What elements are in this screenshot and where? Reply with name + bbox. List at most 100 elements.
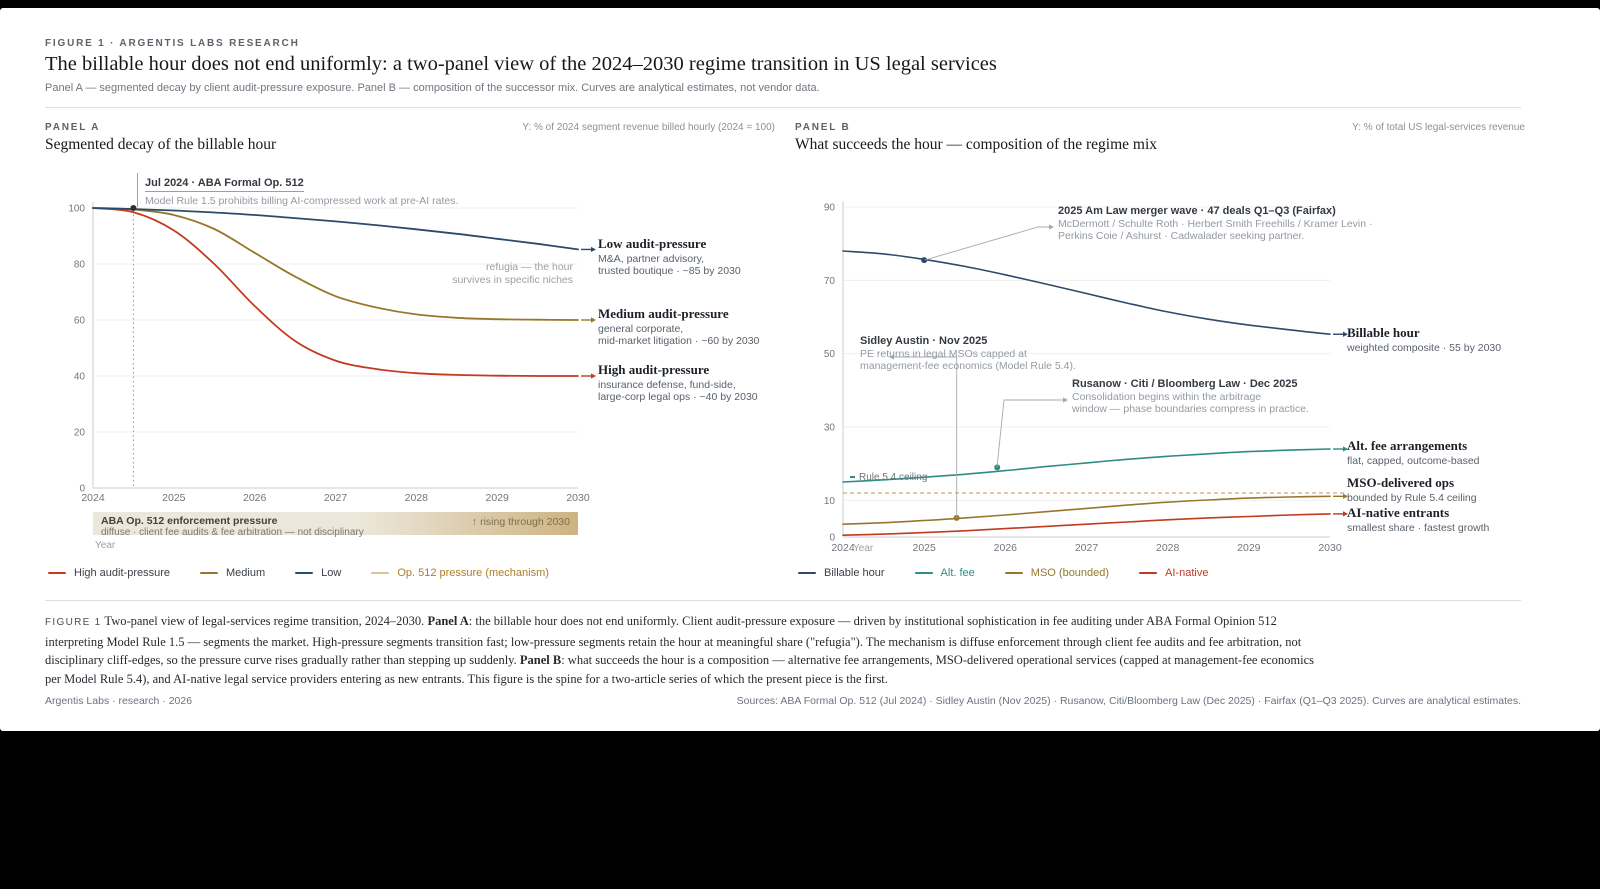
panel-a-y-axis-note: Y: % of 2024 segment revenue billed hour… <box>522 122 775 133</box>
panel-b-y-axis-note: Y: % of total US legal-services revenue <box>1352 122 1525 133</box>
pressure-band: ABA Op. 512 enforcement pressure diffuse… <box>93 512 578 538</box>
sidley-annotation: Sidley Austin · Nov 2025 PE returns in l… <box>860 335 1076 372</box>
x-tick-label: 2024 <box>81 492 105 504</box>
rusanow-leader <box>996 399 1063 468</box>
x-tick-label: 2029 <box>485 492 509 504</box>
legend-item: High audit-pressure <box>48 567 170 579</box>
y-tick-label: 80 <box>74 260 86 271</box>
legend-swatch <box>200 571 218 575</box>
ceiling-marker <box>850 476 855 478</box>
y-tick-label: 90 <box>824 203 836 214</box>
event-body: Model Rule 1.5 prohibits billing AI-comp… <box>145 195 459 207</box>
legend-item: Low <box>295 567 341 579</box>
series-high-audit-pressure <box>92 207 579 377</box>
figure-eyebrow: FIGURE 1 · ARGENTIS LABS RESEARCH <box>45 38 300 49</box>
y-tick-label: 20 <box>74 428 86 439</box>
legend-swatch <box>1139 571 1158 575</box>
series-label-high: High audit-pressure insurance defense, f… <box>598 362 758 403</box>
panel-a-chart: 0 20 40 60 80 100 2024 2025 2026 2027 2028 2029 2030… <box>68 202 596 551</box>
x-tick-label: 2030 <box>1318 542 1342 554</box>
figure-card: FIGURE 1 · ARGENTIS LABS RESEARCH The bi… <box>0 8 1600 731</box>
panel-a-label: PANEL A <box>45 122 101 133</box>
event-marker <box>921 257 928 264</box>
event-title: Jul 2024 · ABA Formal Op. 512 <box>145 177 304 192</box>
y-tick-label: 60 <box>74 316 86 327</box>
panel-b-chart: 0 10 30 50 70 90 2024 2025 2026 2027 2028 2029 2030 Y… <box>824 201 1348 554</box>
panel-b-title: What succeeds the hour — composition of … <box>795 136 1158 153</box>
series-ai-native-entrants <box>842 513 1331 536</box>
x-tick-label: 2027 <box>324 492 348 504</box>
y-tick-label: 0 <box>829 533 835 544</box>
x-tick-label: 2030 <box>566 492 590 504</box>
legend-swatch <box>1004 571 1023 575</box>
y-tick-label: 70 <box>824 276 836 287</box>
series-billable-hour <box>842 250 1331 335</box>
x-tick-label: 2028 <box>405 492 429 504</box>
merger-annotation: 2025 Am Law merger wave · 47 deals Q1–Q3… <box>1058 205 1373 242</box>
series-label-altfee: Alt. fee arrangements flat, capped, outc… <box>1347 438 1480 467</box>
panel-b-legend: Billable hour Alt. fee MSO (bounded) AI-… <box>798 567 1208 579</box>
x-tick-label: 2025 <box>912 542 936 554</box>
figure-title: The billable hour does not end uniformly… <box>45 53 997 75</box>
figure-caption: FIGURE 1 Two-panel view of legal-service… <box>45 612 1331 688</box>
caption-segment: FIGURE 1 <box>45 617 102 628</box>
series-alt-fee-arrangements <box>842 448 1331 483</box>
panel-a: PANEL A Y: % of 2024 segment revenue bil… <box>45 120 775 590</box>
sidley-leader <box>894 356 958 518</box>
series-label-medium: Medium audit-pressure general corporate,… <box>598 306 760 347</box>
series-mso-delivered-ops <box>842 495 1331 525</box>
ceiling-label: Rule 5.4 ceiling <box>850 472 927 483</box>
caption-segment: Two-panel view of legal-services regime … <box>101 614 428 628</box>
panel-a-legend: High audit-pressure Medium Low Op. 512 p… <box>48 567 549 579</box>
legend-item: Medium <box>200 567 265 579</box>
series-medium-audit-pressure <box>92 207 579 321</box>
y-tick-label: 0 <box>79 484 85 495</box>
panel-a-title: Segmented decay of the billable hour <box>45 136 277 153</box>
legend-item: Billable hour <box>798 567 885 579</box>
y-tick-label: 10 <box>824 496 836 507</box>
legend-swatch <box>914 571 933 575</box>
x-axis-title: Year <box>853 543 874 554</box>
x-tick-label: 2029 <box>1237 542 1261 554</box>
series-label-mso: MSO-delivered ops bounded by Rule 5.4 ce… <box>1347 475 1477 504</box>
legend-item: MSO (bounded) <box>1004 567 1109 579</box>
arrowhead-icon <box>1343 511 1348 517</box>
arrowhead-icon <box>1343 493 1348 499</box>
footer-left: Argentis Labs · research · 2026 <box>45 695 193 707</box>
legend-item: AI-native <box>1139 567 1208 579</box>
arrowhead-icon <box>1343 331 1348 337</box>
legend-swatch <box>798 571 816 575</box>
caption-segment: Panel A <box>427 614 469 628</box>
series-label-low: Low audit-pressure M&A, partner advisory… <box>598 236 741 277</box>
refugia-note: refugia — the hour survives in specific … <box>452 261 573 286</box>
rusanow-annotation: Rusanow · Citi / Bloomberg Law · Dec 202… <box>1072 378 1309 415</box>
y-tick-label: 30 <box>824 423 836 434</box>
arrowhead-icon <box>889 354 894 360</box>
event-marker <box>130 205 137 211</box>
x-tick-label: 2028 <box>1156 542 1180 554</box>
y-tick-label: 100 <box>68 204 85 215</box>
x-tick-label: 2026 <box>994 542 1018 554</box>
figure-subtitle: Panel A — segmented decay by client audi… <box>45 82 820 94</box>
legend-item: Alt. fee <box>914 567 975 579</box>
pressure-band-title: ABA Op. 512 enforcement pressure <box>101 515 278 527</box>
y-tick-label: 50 <box>824 349 836 360</box>
pressure-band-right: ↑ rising through 2030 <box>471 516 570 528</box>
legend-swatch <box>371 571 390 575</box>
arrowhead-icon <box>1343 446 1348 452</box>
arrowhead-icon <box>1063 397 1068 403</box>
series-low-audit-pressure <box>92 207 579 251</box>
header-divider <box>45 107 1521 108</box>
legend-swatch <box>48 571 66 575</box>
arrowhead-icon <box>1049 224 1054 230</box>
panel-b-label: PANEL B <box>795 122 851 133</box>
arrowhead-icon <box>591 246 596 253</box>
panel-a-event-annotation: Jul 2024 · ABA Formal Op. 512 Model Rule… <box>137 173 458 207</box>
caption-segment: : what succeeds the hour is a compositio… <box>45 653 1315 686</box>
pressure-band-sub: diffuse · client fee audits & fee arbitr… <box>101 526 364 538</box>
x-tick-label: 2024 <box>831 542 855 554</box>
legend-swatch <box>295 571 314 575</box>
merger-leader <box>924 226 1049 261</box>
event-marker <box>994 464 1001 471</box>
series-label-ainative: AI-native entrants smallest share · fast… <box>1347 505 1490 534</box>
